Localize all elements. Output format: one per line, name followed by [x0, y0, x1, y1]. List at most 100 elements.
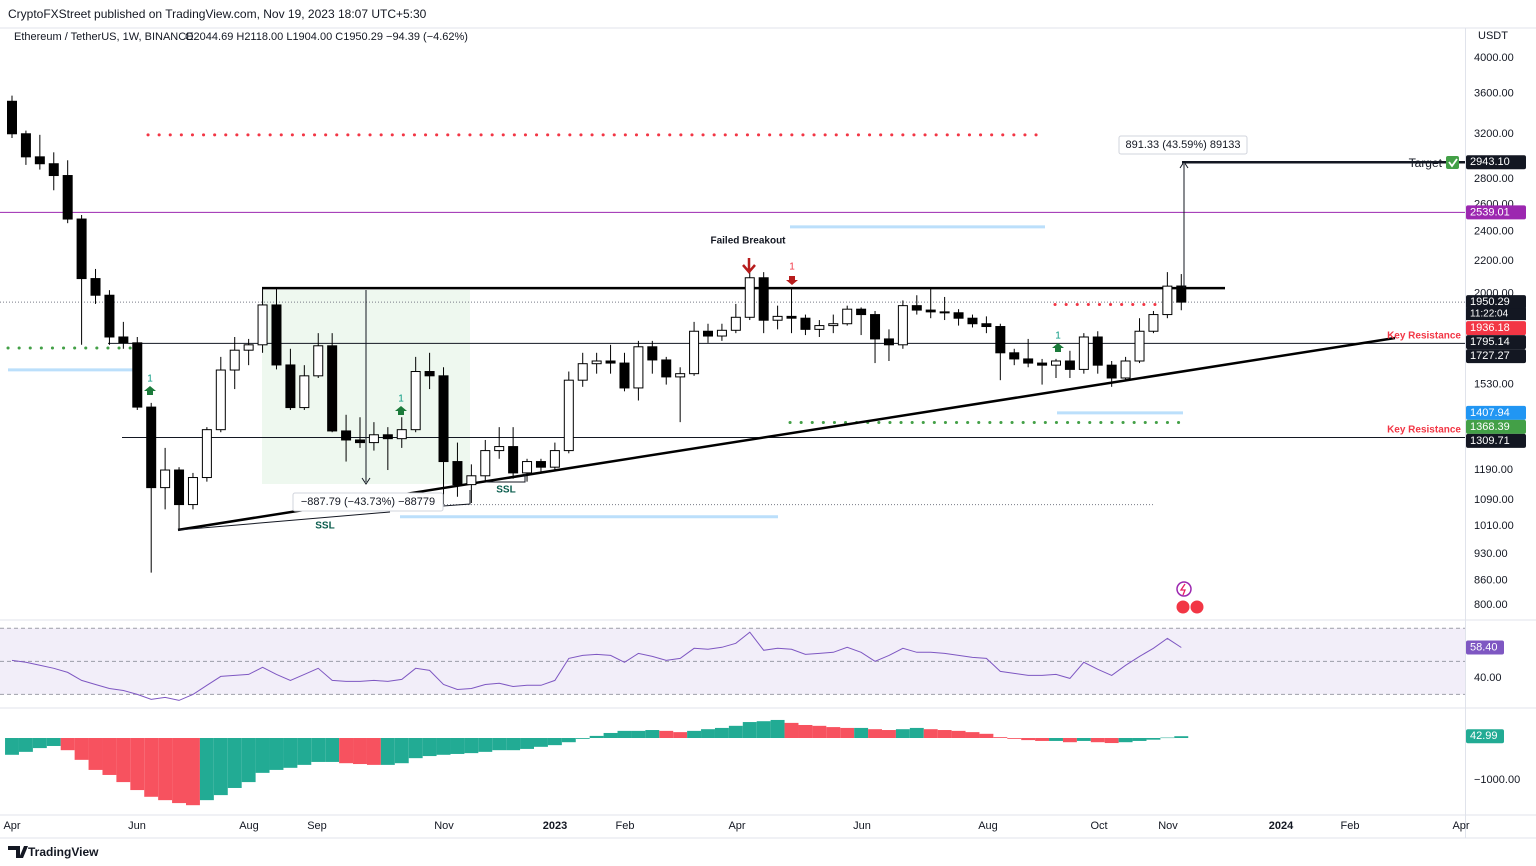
y-tick-label: 860.00: [1474, 574, 1508, 586]
candle-body: [675, 373, 686, 378]
histogram-bar: [311, 738, 326, 762]
candle-body: [382, 434, 393, 440]
candle-body: [424, 371, 435, 377]
event-icon: [1176, 581, 1192, 597]
histogram-bar: [714, 727, 729, 739]
histogram-bar: [868, 729, 882, 739]
check-icon: [1446, 156, 1459, 169]
rsi-last-label: 58.40: [1470, 641, 1498, 653]
measure-label-box: [1118, 135, 1248, 155]
histogram-bar: [1104, 738, 1119, 744]
histogram-bar: [283, 738, 298, 768]
price-label: 1309.71: [1470, 435, 1510, 447]
histogram-bar: [812, 725, 827, 739]
candle-body: [215, 369, 226, 431]
candle-body: [146, 406, 157, 489]
y-tick-label: 2400.00: [1474, 226, 1514, 238]
candle-body: [842, 308, 853, 325]
candle-body: [703, 330, 713, 337]
histogram-bar: [895, 729, 910, 739]
candle-body: [591, 360, 602, 365]
histogram-bar: [1035, 738, 1050, 741]
histogram-bar: [756, 721, 771, 739]
histogram-bar: [742, 722, 757, 739]
histogram-bar: [951, 730, 966, 739]
candle-body: [132, 342, 143, 408]
candle-body: [20, 133, 31, 158]
arrow-head: [361, 477, 371, 485]
candle-body: [313, 345, 324, 377]
axis-layer: 4000.003600.003200.002800.002600.002400.…: [3, 52, 1513, 832]
histogram-bar: [116, 738, 131, 783]
y-tick-label: 3200.00: [1474, 128, 1514, 140]
histogram-bar: [130, 738, 145, 791]
candle-body: [174, 469, 185, 506]
candle-body: [76, 218, 87, 280]
candle-body: [522, 461, 533, 474]
histogram-bar: [1160, 737, 1175, 739]
indicator-layer: 40.00 58.40 −1000.00 42.99: [0, 627, 1520, 806]
histogram-bar: [534, 738, 548, 747]
x-tick-label: 2023: [543, 820, 567, 832]
histogram-bar: [506, 738, 521, 751]
histogram-bar: [993, 737, 1008, 739]
candle-body: [7, 100, 17, 135]
signal-arrow: [786, 276, 798, 285]
candle-body: [285, 364, 296, 409]
down-arrow: [742, 258, 756, 274]
price-label-box: [1466, 205, 1526, 220]
candle-body: [355, 439, 365, 444]
x-tick-label: Apr: [3, 820, 20, 832]
histogram-bar: [325, 738, 340, 762]
histogram-bar: [172, 738, 186, 804]
histogram-bar: [645, 730, 660, 739]
y-tick-label: 800.00: [1474, 599, 1508, 611]
histogram-bar: [1132, 738, 1147, 741]
candle-body: [619, 362, 630, 389]
signal-arrow: [395, 406, 407, 415]
y-tick-label: 1190.00: [1474, 464, 1513, 476]
candle-body: [299, 375, 310, 409]
histogram-bar: [561, 738, 576, 743]
x-tick-label: Oct: [1090, 820, 1107, 832]
candle-body: [549, 450, 560, 468]
price-label-box: [1466, 321, 1526, 336]
histogram-bar: [826, 727, 841, 739]
histogram-bar: [464, 738, 479, 754]
failed-breakout-label: Failed Breakout: [710, 236, 786, 247]
x-tick-label: Aug: [239, 820, 259, 832]
price-label-box: [1466, 405, 1526, 420]
measure-label: 891.33 (43.59%) 89133: [1126, 139, 1241, 151]
x-tick-label: Apr: [1452, 820, 1469, 832]
histogram-bar: [422, 738, 437, 757]
price-label-box: [1466, 335, 1526, 350]
histogram-bar: [1021, 738, 1036, 741]
x-tick-label: Nov: [434, 820, 454, 832]
signal-label: 1: [398, 394, 404, 405]
x-tick-label: Feb: [616, 820, 635, 832]
histogram-bar: [631, 730, 646, 739]
currency: USDT: [1478, 30, 1508, 42]
candle-body: [689, 330, 700, 375]
candle-body: [229, 349, 240, 371]
candle-body: [786, 315, 797, 319]
histogram-bar: [255, 738, 270, 773]
event-icon: [1175, 599, 1191, 615]
candle-body: [633, 346, 644, 389]
ssl-bracket: [442, 490, 471, 507]
histogram-bar: [366, 738, 381, 765]
x-tick-label: Jun: [853, 820, 871, 832]
candle-body: [160, 469, 171, 489]
candle-body: [90, 278, 101, 296]
histogram-bar: [213, 738, 228, 796]
candle-body: [661, 359, 672, 378]
price-label-box: [1466, 155, 1526, 170]
price-label-box: [1466, 295, 1526, 310]
y-tick-label: 930.00: [1474, 548, 1508, 560]
histogram-bar: [492, 738, 507, 751]
target-label: Target: [1409, 156, 1443, 170]
candle-body: [758, 277, 769, 321]
candle-body: [1078, 336, 1089, 370]
